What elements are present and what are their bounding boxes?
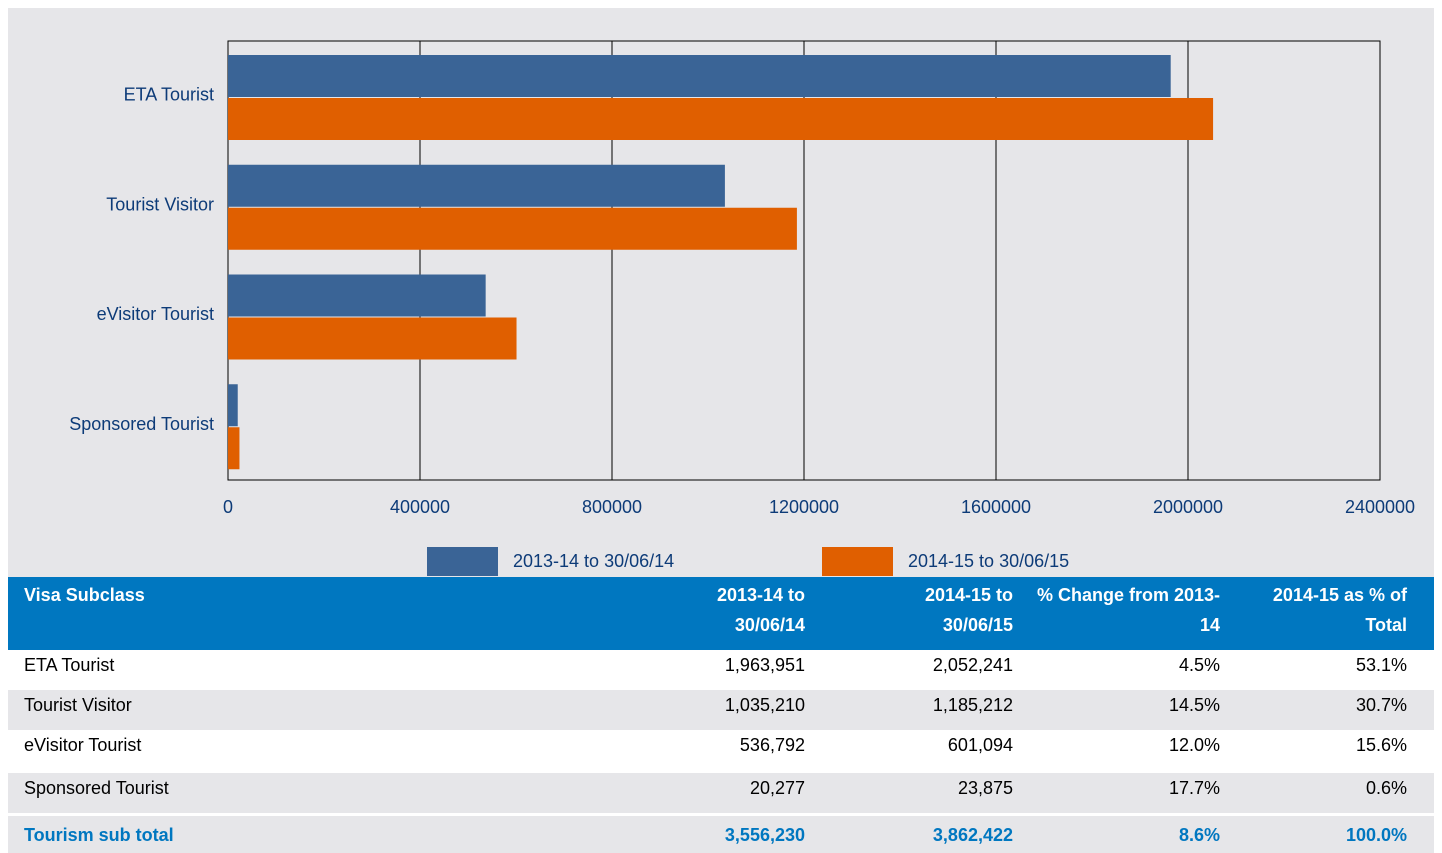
x-tick-label: 1200000 bbox=[769, 497, 839, 517]
table-cell: 2,052,241 bbox=[932, 655, 1013, 675]
table-cell: 1,035,210 bbox=[724, 695, 805, 715]
y-tick-label: Tourist Visitor bbox=[106, 194, 214, 214]
table-cell: 12.0% bbox=[1168, 735, 1220, 755]
legend-label: 2014-15 to 30/06/15 bbox=[908, 551, 1069, 571]
total-cell: Tourism sub total bbox=[24, 825, 174, 845]
table-cell: 1,963,951 bbox=[724, 655, 805, 675]
y-tick-label: ETA Tourist bbox=[124, 85, 214, 105]
table-cell: 0.6% bbox=[1365, 778, 1407, 798]
header-cell: 2014-15 to 30/06/15 bbox=[924, 585, 1013, 635]
table-cell: 14.5% bbox=[1168, 695, 1220, 715]
table-cell: Tourist Visitor bbox=[24, 695, 132, 715]
total-cell: 3,862,422 bbox=[932, 825, 1013, 845]
table-cell: 4.5% bbox=[1178, 655, 1220, 675]
table-cell: 20,277 bbox=[749, 778, 805, 798]
x-tick-label: 2000000 bbox=[1153, 497, 1223, 517]
bar bbox=[228, 207, 797, 250]
table-cell: 601,094 bbox=[947, 735, 1013, 755]
total-cell: 3,556,230 bbox=[724, 825, 805, 845]
bar bbox=[228, 164, 725, 207]
table-cell: 53.1% bbox=[1355, 655, 1407, 675]
y-tick-label: Sponsored Tourist bbox=[69, 414, 214, 434]
table-cell: 15.6% bbox=[1355, 735, 1407, 755]
x-tick-label: 400000 bbox=[390, 497, 450, 517]
table-cell: Sponsored Tourist bbox=[24, 778, 169, 798]
bar bbox=[228, 274, 486, 317]
table-row: Sponsored Tourist 20,277 23,875 17.7% 0.6% bbox=[8, 773, 1434, 813]
header-cell: 2014-15 as % of Total bbox=[1272, 585, 1407, 635]
legend-swatch bbox=[822, 547, 893, 576]
bar bbox=[228, 317, 517, 360]
x-tick-label: 0 bbox=[223, 497, 233, 517]
table-cell: 1,185,212 bbox=[932, 695, 1013, 715]
y-tick-label: eVisitor Tourist bbox=[97, 304, 214, 324]
header-cell: 2013-14 to 30/06/14 bbox=[716, 585, 805, 635]
header-cell: % Change from 2013-14 bbox=[1036, 585, 1220, 635]
table-cell: 17.7% bbox=[1168, 778, 1220, 798]
table-cell: 23,875 bbox=[957, 778, 1013, 798]
total-cell: 100.0% bbox=[1345, 825, 1407, 845]
table-header: Visa Subclass 2013-14 to 30/06/14 2014-15 … bbox=[8, 577, 1434, 650]
bar bbox=[228, 427, 240, 470]
x-tick-label: 2400000 bbox=[1345, 497, 1415, 517]
chart: 0 400000 800000 1200000 1600000 2000000 240000… bbox=[8, 8, 1434, 577]
legend-label: 2013-14 to 30/06/14 bbox=[513, 551, 674, 571]
bar bbox=[228, 384, 238, 427]
table-cell: 30.7% bbox=[1355, 695, 1407, 715]
total-cell: 8.6% bbox=[1178, 825, 1220, 845]
table-cell: 536,792 bbox=[739, 735, 805, 755]
table-row: eVisitor Tourist 536,792 601,094 12.0% 15.6% bbox=[8, 730, 1434, 770]
table-cell: ETA Tourist bbox=[24, 655, 115, 675]
table-cell: eVisitor Tourist bbox=[24, 735, 142, 755]
table-row: ETA Tourist 1,963,951 2,052,241 4.5% 53.1% bbox=[8, 650, 1434, 690]
header-cell: Visa Subclass bbox=[24, 585, 145, 605]
bar bbox=[228, 55, 1171, 97]
bar bbox=[228, 98, 1214, 140]
legend-swatch bbox=[427, 547, 498, 576]
x-tick-label: 1600000 bbox=[961, 497, 1031, 517]
x-tick-label: 800000 bbox=[582, 497, 642, 517]
table-total-row: Tourism sub total 3,556,230 3,862,422 8.6% 1… bbox=[8, 816, 1434, 853]
table-row: Tourist Visitor 1,035,210 1,185,212 14.5% 30… bbox=[8, 690, 1434, 730]
